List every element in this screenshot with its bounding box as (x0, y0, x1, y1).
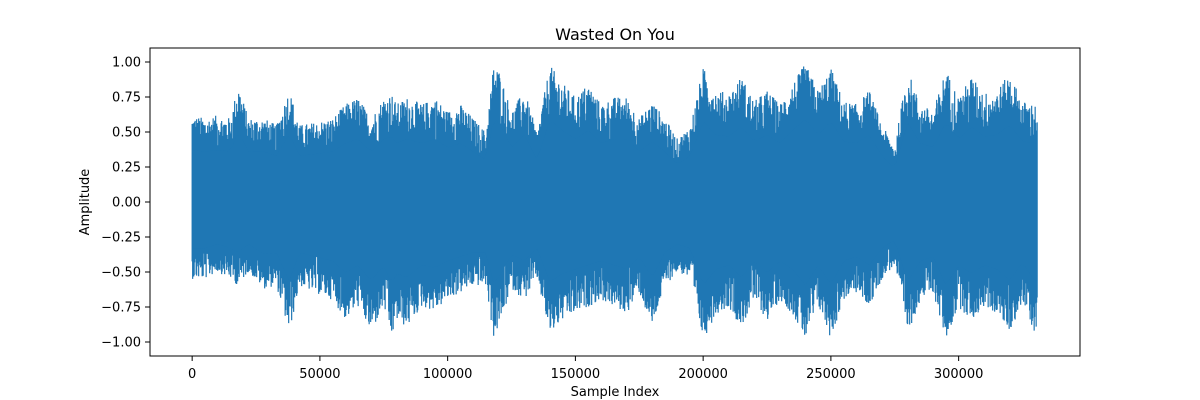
y-tick-label: 0.50 (112, 126, 141, 141)
y-axis-title: Amplitude (78, 169, 93, 236)
y-tick-label: 0.00 (112, 196, 141, 211)
x-axis: 0 50000 100000 150000 200000 250000 300000 (188, 356, 983, 382)
x-tick-label: 100000 (423, 367, 473, 382)
x-tick-label: 50000 (299, 367, 340, 382)
x-tick-label: 250000 (806, 367, 856, 382)
y-tick-label: 0.75 (112, 91, 141, 106)
y-tick-label: −0.75 (101, 301, 141, 316)
series-waveform (191, 66, 1038, 336)
x-tick-label: 300000 (934, 367, 984, 382)
chart-title: Wasted On You (555, 25, 675, 44)
y-tick-label: 0.25 (112, 161, 141, 176)
y-tick-label: −0.50 (101, 266, 141, 281)
y-tick-label: −1.00 (101, 336, 141, 351)
y-axis: −1.00 −0.75 −0.50 −0.25 0.00 0.25 0.50 0.75 1.00 (101, 56, 150, 351)
x-tick-label: 150000 (551, 367, 601, 382)
plot-area (191, 66, 1038, 336)
y-tick-label: 1.00 (112, 56, 141, 71)
waveform-core-band (192, 119, 1038, 285)
y-tick-label: −0.25 (101, 231, 141, 246)
x-tick-label: 0 (188, 367, 196, 382)
x-axis-title: Sample Index (571, 385, 660, 400)
x-tick-label: 200000 (678, 367, 728, 382)
